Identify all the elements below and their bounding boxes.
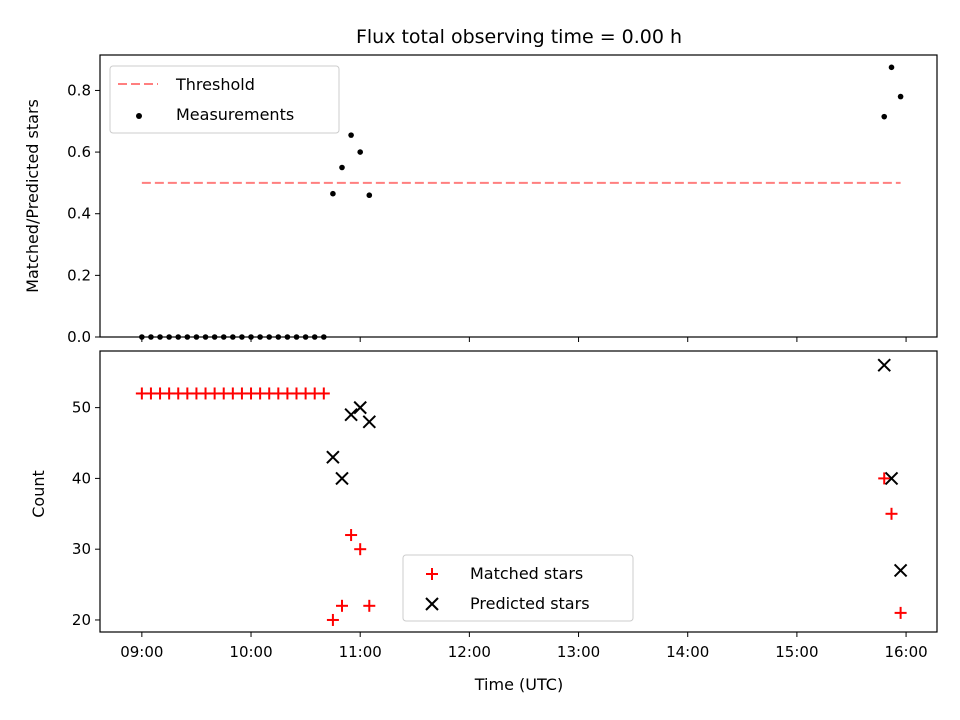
matched-star-point <box>885 507 898 520</box>
top-plot-frame <box>99 54 938 338</box>
x-axis-label: Time (UTC) <box>474 675 563 694</box>
matched-star-point <box>878 472 891 485</box>
y-tick-label: 20 <box>72 611 91 629</box>
legend-measurements-swatch <box>136 113 142 119</box>
measurement-point <box>366 192 373 199</box>
chart-title: Flux total observing time = 0.00 h <box>356 26 682 48</box>
y-tick-label: 30 <box>72 540 91 558</box>
x-tick-label: 15:00 <box>775 643 818 661</box>
x-tick-label: 12:00 <box>448 643 491 661</box>
predicted-star-point <box>877 358 891 372</box>
bottom-panel: 20 30 40 50 09:00 10:00 11:00 12:00 13:00 14:00 1… <box>29 350 938 694</box>
y-tick-label: 0.0 <box>67 328 91 346</box>
bottom-x-ticks: 09:00 10:00 11:00 12:00 13:00 14:00 15:00 16:00 <box>120 632 928 661</box>
matched-star-point <box>354 543 367 556</box>
bottom-legend: Matched stars Predicted stars <box>402 554 634 622</box>
legend-matched-swatch <box>426 568 438 580</box>
bottom-plot-frame <box>99 350 938 633</box>
predicted-star-point <box>326 450 340 464</box>
top-y-ticks: 0.0 0.2 0.4 0.6 0.8 <box>67 81 100 346</box>
measurement-point <box>888 64 895 71</box>
predicted-star-point <box>344 407 358 422</box>
legend-predicted-label: Predicted stars <box>470 594 590 613</box>
measurement-point <box>357 149 363 155</box>
top-x-ticks <box>141 337 907 342</box>
x-tick-label: 10:00 <box>229 643 272 661</box>
y-tick-label: 0.2 <box>67 266 91 284</box>
measurement-point <box>881 113 888 120</box>
measurement-point <box>897 93 904 100</box>
legend-predicted-swatch <box>425 597 439 611</box>
y-tick-label: 0.8 <box>67 81 91 99</box>
y-tick-label: 40 <box>72 469 91 487</box>
x-tick-label: 11:00 <box>339 643 382 661</box>
x-tick-label: 14:00 <box>666 643 709 661</box>
count-points <box>135 358 908 626</box>
legend-measurements-label: Measurements <box>176 105 294 124</box>
predicted-star-point <box>335 471 349 486</box>
predicted-star-point <box>884 471 899 486</box>
matched-star-point <box>894 606 907 619</box>
predicted-star-point <box>893 563 908 578</box>
y-tick-label: 0.4 <box>67 205 91 223</box>
bottom-y-axis-label: Count <box>29 470 48 518</box>
matched-star-point <box>336 599 349 612</box>
x-tick-label: 16:00 <box>884 643 927 661</box>
top-y-axis-label: Matched/Predicted stars <box>23 99 42 293</box>
matched-star-point <box>363 599 376 612</box>
matched-star-point <box>345 529 358 542</box>
predicted-star-point <box>353 400 367 415</box>
matched-star-point <box>317 387 330 400</box>
top-legend: Threshold Measurements <box>109 65 340 134</box>
top-panel: Flux total observing time = 0.00 h 0.00.… <box>23 26 938 346</box>
predicted-star-point <box>362 415 377 429</box>
measurement-point <box>330 190 336 197</box>
x-tick-label: 09:00 <box>120 643 163 661</box>
x-tick-label: 13:00 <box>557 643 600 661</box>
legend-threshold-label: Threshold <box>175 75 255 94</box>
y-tick-label: 50 <box>72 399 91 417</box>
measurement-point <box>339 164 345 171</box>
bottom-y-ticks: 20 30 40 50 <box>72 399 100 629</box>
y-tick-label: 0.6 <box>67 143 91 161</box>
matched-star-point <box>326 613 339 626</box>
legend-matched-label: Matched stars <box>470 564 583 583</box>
measurement-point <box>348 132 354 138</box>
